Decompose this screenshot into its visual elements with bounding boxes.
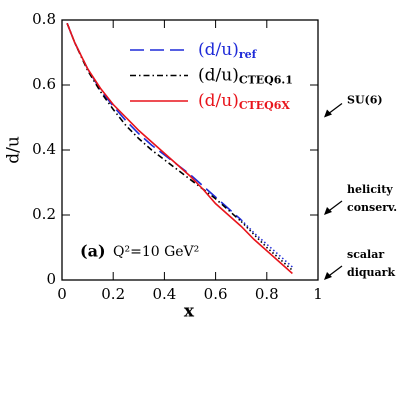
legend-label: (d/u)ref — [198, 40, 258, 62]
x-tick-label: 0.4 — [152, 285, 176, 303]
panel-note: Q²=10 GeV² — [113, 244, 199, 260]
x-tick-label: 0 — [57, 285, 67, 303]
y-tick-label: 0 — [46, 270, 56, 288]
legend-label: (d/u)CTEQ6.1 — [198, 65, 293, 87]
legend-label: (d/u)CTEQ6X — [198, 91, 290, 113]
series-extrapolation — [240, 219, 293, 268]
arrow-head — [324, 207, 332, 215]
arrow-head — [324, 109, 332, 118]
x-tick-label: 1 — [313, 285, 323, 303]
series-line — [66, 22, 293, 275]
arrow-head — [324, 272, 332, 280]
y-tick-label: 0.4 — [32, 140, 56, 158]
annotation-text: conserv. — [347, 201, 397, 214]
y-tick-label: 0.8 — [32, 10, 56, 28]
y-tick-label: 0.6 — [32, 75, 56, 93]
annotation-text: scalar — [347, 248, 384, 261]
series-extrapolation — [240, 220, 293, 271]
annotation-text: helicity — [347, 183, 393, 196]
y-axis-label: d/u — [4, 136, 24, 164]
annotation-text: diquark — [347, 266, 395, 279]
annotation-text: SU(6) — [347, 94, 383, 107]
panel-label: (a) — [80, 242, 106, 261]
x-axis-label: x — [184, 302, 195, 322]
x-tick-label: 0.8 — [255, 285, 279, 303]
x-tick-label: 0.6 — [204, 285, 228, 303]
y-tick-label: 0.2 — [32, 205, 56, 223]
x-tick-label: 0.2 — [101, 285, 125, 303]
series-line — [66, 22, 242, 223]
series-line — [66, 22, 242, 221]
